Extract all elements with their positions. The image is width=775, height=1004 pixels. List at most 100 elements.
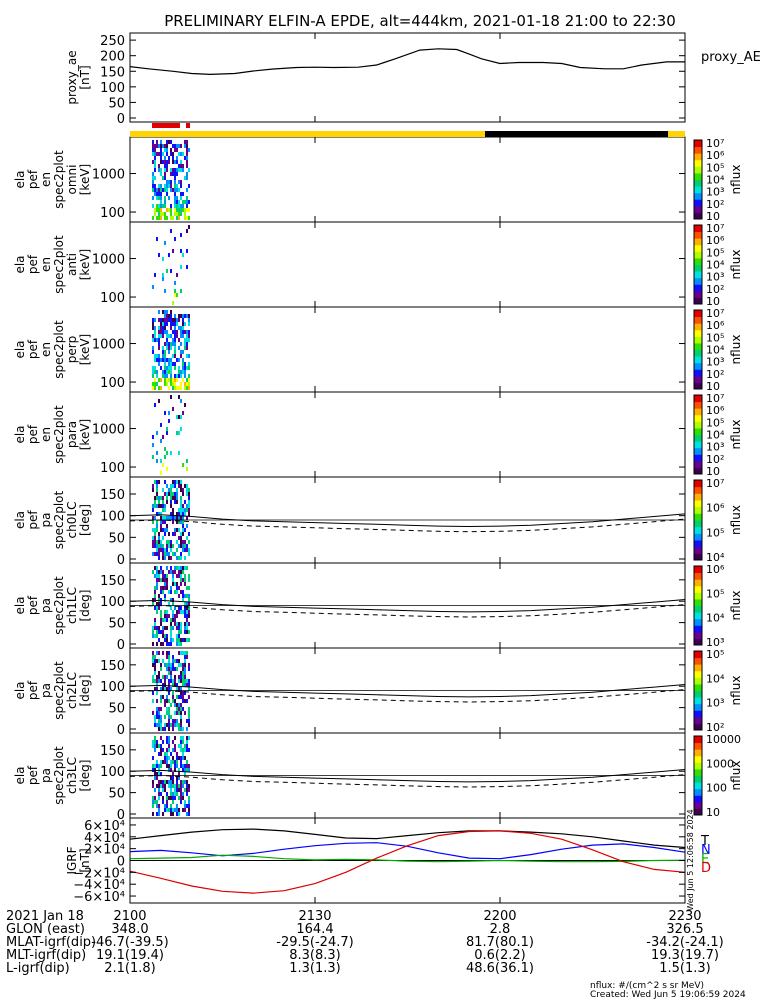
spectrogram-pixel	[178, 796, 180, 800]
spectrogram-pixel	[162, 618, 164, 622]
spectrogram-pixel	[168, 614, 170, 618]
spectrogram-pixel	[168, 727, 170, 731]
spectrogram-pixel	[180, 184, 182, 188]
spectrogram-pixel	[188, 610, 190, 614]
panel-frame-1	[129, 136, 686, 223]
spectrogram-pixel	[162, 354, 164, 358]
spectrogram-pixel	[162, 322, 164, 326]
eclipse-bar	[485, 131, 668, 137]
colorbar-segment	[694, 801, 702, 809]
spectrogram-pixel	[180, 382, 182, 386]
spectrogram-pixel	[166, 322, 168, 326]
spectrogram-pixel	[174, 342, 176, 346]
spectrogram-pixel	[178, 630, 180, 634]
spectrogram-pixel	[160, 459, 162, 463]
spectrogram-pixel	[156, 642, 158, 646]
spectrogram-pixel	[164, 480, 166, 484]
spectrogram-pixel	[174, 484, 176, 488]
colorbar-segment	[694, 605, 702, 613]
xaxis-row-value: 8.3(8.3)	[289, 948, 341, 963]
panel-label-line: pef	[26, 510, 40, 530]
spectrogram-pixel	[166, 760, 168, 764]
spectrogram-pixel	[170, 642, 172, 646]
spectrogram-pixel	[154, 164, 156, 168]
colorbar-segment	[694, 199, 702, 207]
spectrogram-pixel	[176, 196, 178, 200]
spectrogram-pixel	[158, 630, 160, 634]
spectrogram-pixel	[180, 638, 182, 642]
spectrogram-pixel	[178, 164, 180, 168]
spectrogram-pixel	[154, 659, 156, 663]
panel-label-line: ela	[13, 340, 27, 358]
spectrogram-pixel	[162, 651, 164, 655]
y-tick-label: 0	[117, 808, 125, 823]
spectrogram-pixel	[158, 626, 160, 630]
spectrogram-pixel	[154, 148, 156, 152]
spectrogram-pixel	[152, 691, 154, 695]
spectrogram-pixel	[172, 614, 174, 618]
spectrogram-pixel	[160, 156, 162, 160]
spectrogram-pixel	[154, 622, 156, 626]
spectrogram-pixel	[184, 606, 186, 610]
spectrogram-pixel	[156, 496, 158, 500]
spectrogram-pixel	[178, 679, 180, 683]
spectrogram-pixel	[176, 764, 178, 768]
spectrogram-pixel	[184, 508, 186, 512]
spectrogram-pixel	[182, 322, 184, 326]
spectrogram-pixel	[184, 346, 186, 350]
spectrogram-pixel	[170, 703, 172, 707]
spectrogram-pixel	[152, 382, 154, 386]
spectrogram-pixel	[174, 723, 176, 727]
spectrogram-pixel	[172, 496, 174, 500]
spectrogram-pixel	[184, 699, 186, 703]
spectrogram-pixel	[152, 651, 154, 655]
panel-label-line: [keV]	[78, 334, 92, 365]
spectrogram-pixel	[180, 204, 182, 208]
spectrogram-pixel	[154, 667, 156, 671]
spectrogram-pixel	[186, 504, 188, 508]
spectrogram-pixel	[182, 152, 184, 156]
panel-label-line: ela	[13, 766, 27, 784]
xaxis-row-value: 48.6(36.1)	[466, 961, 534, 976]
spectrogram-pixel	[166, 651, 168, 655]
colorbar-segment	[694, 657, 702, 665]
spectrogram-pixel	[158, 480, 160, 484]
spectrogram-pixel	[184, 667, 186, 671]
spectrogram-pixel	[186, 330, 188, 334]
colorbar-tick-label: 10⁷	[706, 307, 724, 320]
spectrogram-pixel	[180, 582, 182, 586]
spectrogram-pixel	[166, 548, 168, 552]
spectrogram-pixel	[164, 699, 166, 703]
spectrogram-pixel	[164, 322, 166, 326]
spectrogram-pixel	[188, 492, 190, 496]
spectrogram-pixel	[166, 566, 168, 570]
colorbar-segment	[694, 664, 702, 672]
spectrogram-pixel	[158, 253, 160, 257]
spectrogram-pixel	[154, 366, 156, 370]
spectrogram-7	[152, 651, 190, 731]
spectrogram-pixel	[180, 687, 182, 691]
spectrogram-pixel	[172, 407, 174, 411]
colorbar-segment	[694, 427, 702, 435]
spectrogram-pixel	[178, 204, 180, 208]
spectrogram-pixel	[166, 582, 168, 586]
spectrogram-pixel	[170, 723, 172, 727]
spectrogram-pixel	[156, 520, 158, 524]
spectrogram-pixel	[174, 703, 176, 707]
spectrogram-pixel	[172, 578, 174, 582]
y-tick-label: 150	[100, 659, 125, 674]
spectrogram-pixel	[180, 800, 182, 804]
spectrogram-pixel	[158, 378, 160, 382]
spectrogram-pixel	[186, 544, 188, 548]
spectrogram-pixel	[170, 663, 172, 667]
spectrogram-pixel	[164, 614, 166, 618]
spectrogram-pixel	[156, 675, 158, 679]
spectrogram-pixel	[160, 196, 162, 200]
spectrogram-pixel	[186, 334, 188, 338]
spectrogram-pixel	[152, 484, 154, 488]
spectrogram-pixel	[166, 366, 168, 370]
spectrogram-pixel	[162, 683, 164, 687]
xaxis-row-value: 1.3(1.3)	[289, 961, 341, 976]
spectrogram-pixel	[170, 451, 172, 455]
spectrogram-pixel	[168, 552, 170, 556]
